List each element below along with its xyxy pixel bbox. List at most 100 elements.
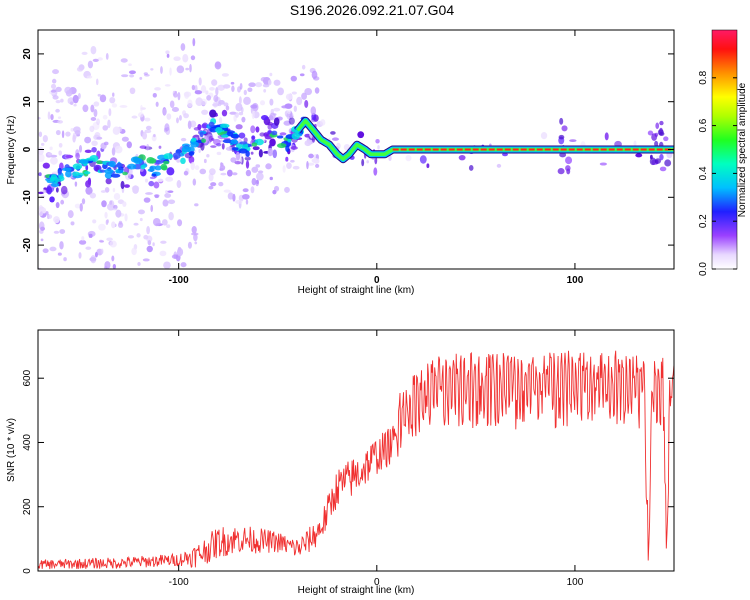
spectrogram-blob <box>111 255 115 262</box>
spectrogram-blob <box>250 125 256 134</box>
spectrogram-ridge-blob <box>271 130 278 136</box>
spectrogram-blob <box>99 94 107 103</box>
spectrogram-blob <box>194 241 198 245</box>
spectrogram-blob <box>183 170 189 176</box>
spectrogram-blob <box>86 75 93 79</box>
spectrogram-blob <box>103 141 109 146</box>
spectrogram-blob <box>314 87 320 94</box>
spectrogram-blob <box>88 233 93 238</box>
spectrogram-blob <box>208 135 213 143</box>
spectrogram-blob <box>124 184 130 188</box>
spectrogram-blob <box>84 136 92 144</box>
spectrogram-blob <box>635 153 643 158</box>
spectrogram-blob <box>171 106 180 113</box>
spectrogram-blob <box>131 247 137 256</box>
spectrogram-blob <box>148 180 155 187</box>
spectrogram-blob <box>194 165 200 171</box>
spectrogram-blob <box>301 64 306 70</box>
spectrogram-blob <box>55 202 60 209</box>
spectrogram-ridge-blob <box>276 135 284 139</box>
spectrogram-blob <box>90 104 95 113</box>
spectrogram-blob <box>219 164 226 171</box>
spectrogram-ridge-blob <box>57 170 62 175</box>
spectrogram-blob <box>208 185 214 190</box>
spectrogram-blob <box>152 242 155 247</box>
spectrogram-ridge-blob <box>104 168 114 174</box>
spectrogram-blob <box>221 143 225 150</box>
spectrogram-blob <box>166 53 170 58</box>
spectrogram-blob <box>388 154 392 161</box>
colorbar-gradient <box>711 29 738 270</box>
spectrogram-blob <box>46 185 53 195</box>
spectrogram-blob <box>235 151 241 161</box>
spectrogram-blob <box>664 159 672 167</box>
spectrogram-ridge-blob <box>235 143 243 149</box>
spectrogram-blob <box>109 240 117 248</box>
spectrogram-blob <box>211 79 218 86</box>
spectrogram-blob <box>284 103 293 109</box>
spectrogram-blob <box>95 78 99 86</box>
spectrogram-blob <box>210 145 217 148</box>
spectrogram-blob <box>74 203 81 209</box>
spectrogram-blob <box>78 239 87 245</box>
spectrogram-blob <box>194 203 199 207</box>
spectrogram-blob <box>190 55 196 61</box>
spectrogram-blob <box>209 87 215 91</box>
spectrogram-blob <box>49 270 56 277</box>
spectrogram-blob <box>191 84 196 91</box>
spectrogram-blob <box>293 105 297 112</box>
spectrogram-blob <box>306 161 309 170</box>
snr-ytick-label: 600 <box>22 369 33 386</box>
spectrogram-blob <box>150 68 154 71</box>
spectrogram-blob <box>87 60 94 69</box>
spectrogram-blob <box>36 279 41 286</box>
spectrogram-blob <box>139 217 143 222</box>
spectrogram-blob <box>285 93 293 101</box>
spectrogram-blob <box>269 138 276 147</box>
spectrogram-blob <box>238 132 246 139</box>
spectrogram-blob <box>255 126 260 133</box>
spectrogram-blob <box>176 65 185 74</box>
snr-ytick-label: 0 <box>22 568 33 574</box>
spectrogram-blob <box>260 77 268 82</box>
spectrogram-blob <box>129 74 135 78</box>
colorbar-tick-label: 0.4 <box>698 166 709 180</box>
spectrogram-blob <box>304 87 313 96</box>
spectrogram-blob <box>250 151 254 155</box>
spectrogram-blob <box>122 201 127 207</box>
spectrogram-blob <box>195 97 203 107</box>
spectrogram-blob <box>149 176 156 180</box>
spectrogram-ridge-blob <box>188 151 195 156</box>
spectrogram-ytick-label: 10 <box>22 96 33 108</box>
spectrogram-blob <box>50 113 54 121</box>
spectrogram-blob <box>105 219 109 225</box>
spectrogram-blob <box>267 147 273 157</box>
spectrogram-blob <box>304 140 312 147</box>
spectrogram-blob <box>58 150 63 156</box>
spectrogram-blob <box>55 129 61 136</box>
spectrogram-ridge-blob <box>220 134 229 138</box>
spectrogram-blob <box>112 207 118 211</box>
spectrogram-blob <box>113 193 121 200</box>
spectrogram-blob <box>85 246 92 250</box>
spectrogram-blob <box>203 158 207 164</box>
spectrogram-blob <box>146 143 150 151</box>
spectrogram-blob <box>180 43 186 51</box>
spectrogram-blob <box>419 155 427 164</box>
spectrogram-blob <box>144 129 152 134</box>
spectrogram-blob <box>52 171 60 174</box>
spectrogram-ridge-blob <box>61 167 72 172</box>
spectrogram-blob <box>90 45 97 55</box>
spectrogram-blob <box>268 115 274 121</box>
spectrogram-blob <box>291 91 297 95</box>
spectrogram-blob <box>218 116 223 124</box>
spectrogram-blob <box>223 189 231 193</box>
spectrogram-blob <box>260 100 266 106</box>
spectrogram-ridge-blob <box>72 163 83 170</box>
spectrogram-ridge-blob <box>239 141 248 145</box>
spectrogram-blob <box>150 204 154 213</box>
spectrogram-blob <box>251 135 256 140</box>
spectrogram-ridge-blob <box>190 141 200 148</box>
spectrogram-blob <box>206 94 212 101</box>
spectrogram-blob <box>82 104 89 113</box>
